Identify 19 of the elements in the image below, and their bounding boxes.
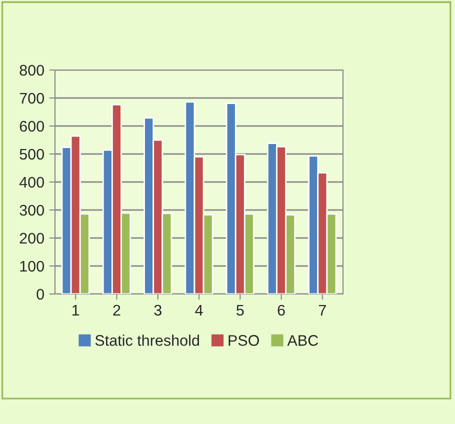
y-tick-label: 500 xyxy=(20,148,44,160)
y-tick-label: 400 xyxy=(19,176,44,188)
y-tick-label: 200 xyxy=(20,232,44,244)
legend-label: ABC xyxy=(287,335,318,346)
x-tick-label: 5 xyxy=(236,304,244,316)
y-tick-label: 0 xyxy=(36,288,44,300)
x-tick-label: 2 xyxy=(113,304,120,316)
x-tick-label: 3 xyxy=(154,304,162,316)
x-tick-label: 1 xyxy=(72,304,80,316)
y-tick-label: 600 xyxy=(20,120,44,132)
y-tick-label: 800 xyxy=(20,64,44,76)
y-tick-label: 700 xyxy=(20,92,44,104)
y-tick-label: 100 xyxy=(20,260,44,272)
x-tick-label: 6 xyxy=(278,304,285,316)
y-tick-label: 300 xyxy=(20,204,44,216)
x-tick-label: 4 xyxy=(195,304,203,316)
legend-label: PSO xyxy=(228,335,259,346)
x-tick-label: 7 xyxy=(318,304,326,316)
legend-label: Static threshold xyxy=(95,334,199,346)
